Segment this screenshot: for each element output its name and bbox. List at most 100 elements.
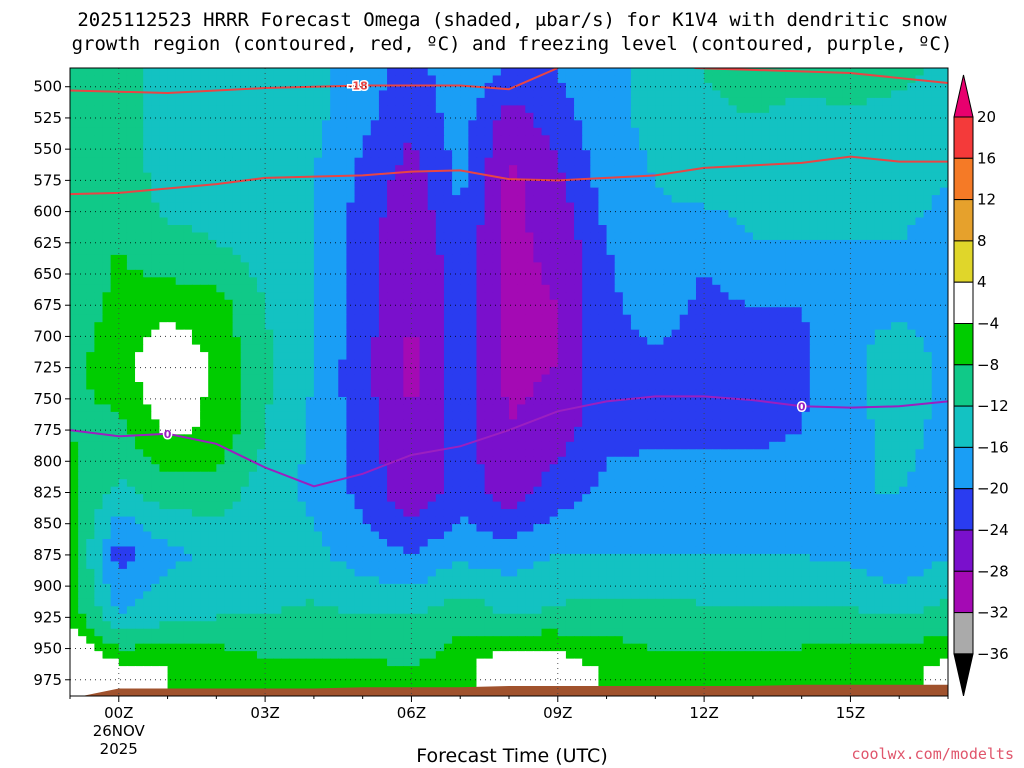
omega-cell	[915, 389, 925, 398]
omega-cell	[118, 157, 128, 166]
omega-cell	[907, 68, 917, 77]
omega-cell	[679, 97, 689, 106]
omega-cell	[395, 217, 404, 226]
omega-cell	[322, 165, 331, 174]
omega-cell	[200, 322, 209, 331]
omega-cell	[874, 396, 884, 406]
omega-cell	[460, 359, 469, 368]
omega-cell	[622, 112, 632, 121]
omega-cell	[606, 210, 616, 219]
omega-cell	[842, 374, 852, 383]
omega-cell	[509, 277, 518, 286]
omega-cell	[200, 367, 209, 376]
omega-cell	[159, 90, 169, 99]
omega-cell	[159, 195, 169, 204]
omega-cell	[517, 105, 526, 114]
omega-cell	[565, 202, 575, 211]
omega-cell	[671, 157, 681, 166]
omega-cell	[606, 352, 616, 361]
omega-cell	[695, 404, 705, 413]
omega-cell	[517, 202, 526, 211]
omega-cell	[695, 262, 705, 271]
omega-cell	[517, 382, 526, 391]
omega-cell	[492, 396, 502, 406]
omega-cell	[387, 247, 396, 256]
omega-cell	[736, 262, 746, 271]
omega-cell	[135, 314, 144, 323]
omega-cell	[712, 277, 721, 286]
omega-cell	[728, 352, 738, 361]
omega-cell	[679, 202, 689, 211]
omega-cell	[574, 112, 583, 121]
omega-cell	[346, 344, 356, 353]
omega-cell	[850, 389, 860, 398]
omega-cell	[712, 359, 721, 368]
omega-cell	[736, 352, 746, 361]
omega-cell	[834, 404, 843, 413]
omega-cell	[793, 150, 803, 159]
omega-cell	[167, 396, 177, 406]
omega-cell	[834, 172, 843, 181]
omega-cell	[297, 180, 307, 189]
omega-cell	[403, 292, 413, 301]
omega-cell	[915, 277, 925, 286]
omega-cell	[183, 396, 193, 406]
omega-cell	[256, 307, 266, 316]
omega-cell	[525, 337, 534, 346]
omega-cell	[476, 90, 486, 99]
omega-cell	[590, 127, 600, 136]
omega-cell	[70, 157, 79, 166]
omega-cell	[313, 195, 323, 204]
omega-cell	[834, 396, 843, 406]
omega-cell	[785, 277, 795, 286]
omega-cell	[476, 172, 486, 181]
omega-cell	[387, 142, 396, 151]
omega-cell	[728, 314, 738, 323]
omega-cell	[248, 299, 258, 308]
omega-cell	[200, 262, 209, 271]
omega-cell	[395, 90, 404, 99]
omega-cell	[492, 314, 502, 323]
omega-cell	[655, 68, 665, 77]
omega-cell	[809, 404, 819, 413]
omega-cell	[509, 292, 518, 301]
omega-cell	[761, 344, 770, 353]
omega-cell	[419, 337, 429, 346]
omega-cell	[565, 180, 575, 189]
omega-cell	[574, 68, 583, 77]
omega-cell	[70, 68, 79, 77]
omega-cell	[736, 232, 746, 241]
omega-cell	[793, 180, 803, 189]
omega-cell	[305, 374, 315, 383]
omega-cell	[452, 195, 461, 204]
omega-cell	[777, 187, 787, 196]
omega-cell	[330, 75, 339, 84]
omega-cell	[809, 120, 819, 129]
omega-cell	[224, 142, 234, 151]
omega-cell	[102, 389, 112, 398]
omega-cell	[801, 314, 811, 323]
omega-cell	[826, 337, 835, 346]
omega-cell	[354, 389, 364, 398]
omega-cell	[175, 382, 185, 391]
omega-cell	[248, 172, 258, 181]
omega-cell	[939, 172, 948, 181]
omega-cell	[305, 284, 315, 293]
omega-cell	[419, 127, 429, 136]
omega-cell	[769, 262, 778, 271]
omega-cell	[330, 187, 339, 196]
omega-cell	[118, 314, 128, 323]
omega-cell	[744, 292, 754, 301]
omega-cell	[671, 277, 681, 286]
omega-cell	[761, 374, 770, 383]
omega-cell	[191, 112, 201, 121]
omega-cell	[305, 299, 315, 308]
omega-cell	[492, 97, 502, 106]
omega-cell	[86, 90, 95, 99]
omega-cell	[322, 262, 331, 271]
omega-cell	[891, 120, 900, 129]
omega-cell	[297, 202, 307, 211]
omega-cell	[216, 314, 226, 323]
omega-cell	[70, 367, 79, 376]
omega-cell	[70, 142, 79, 151]
